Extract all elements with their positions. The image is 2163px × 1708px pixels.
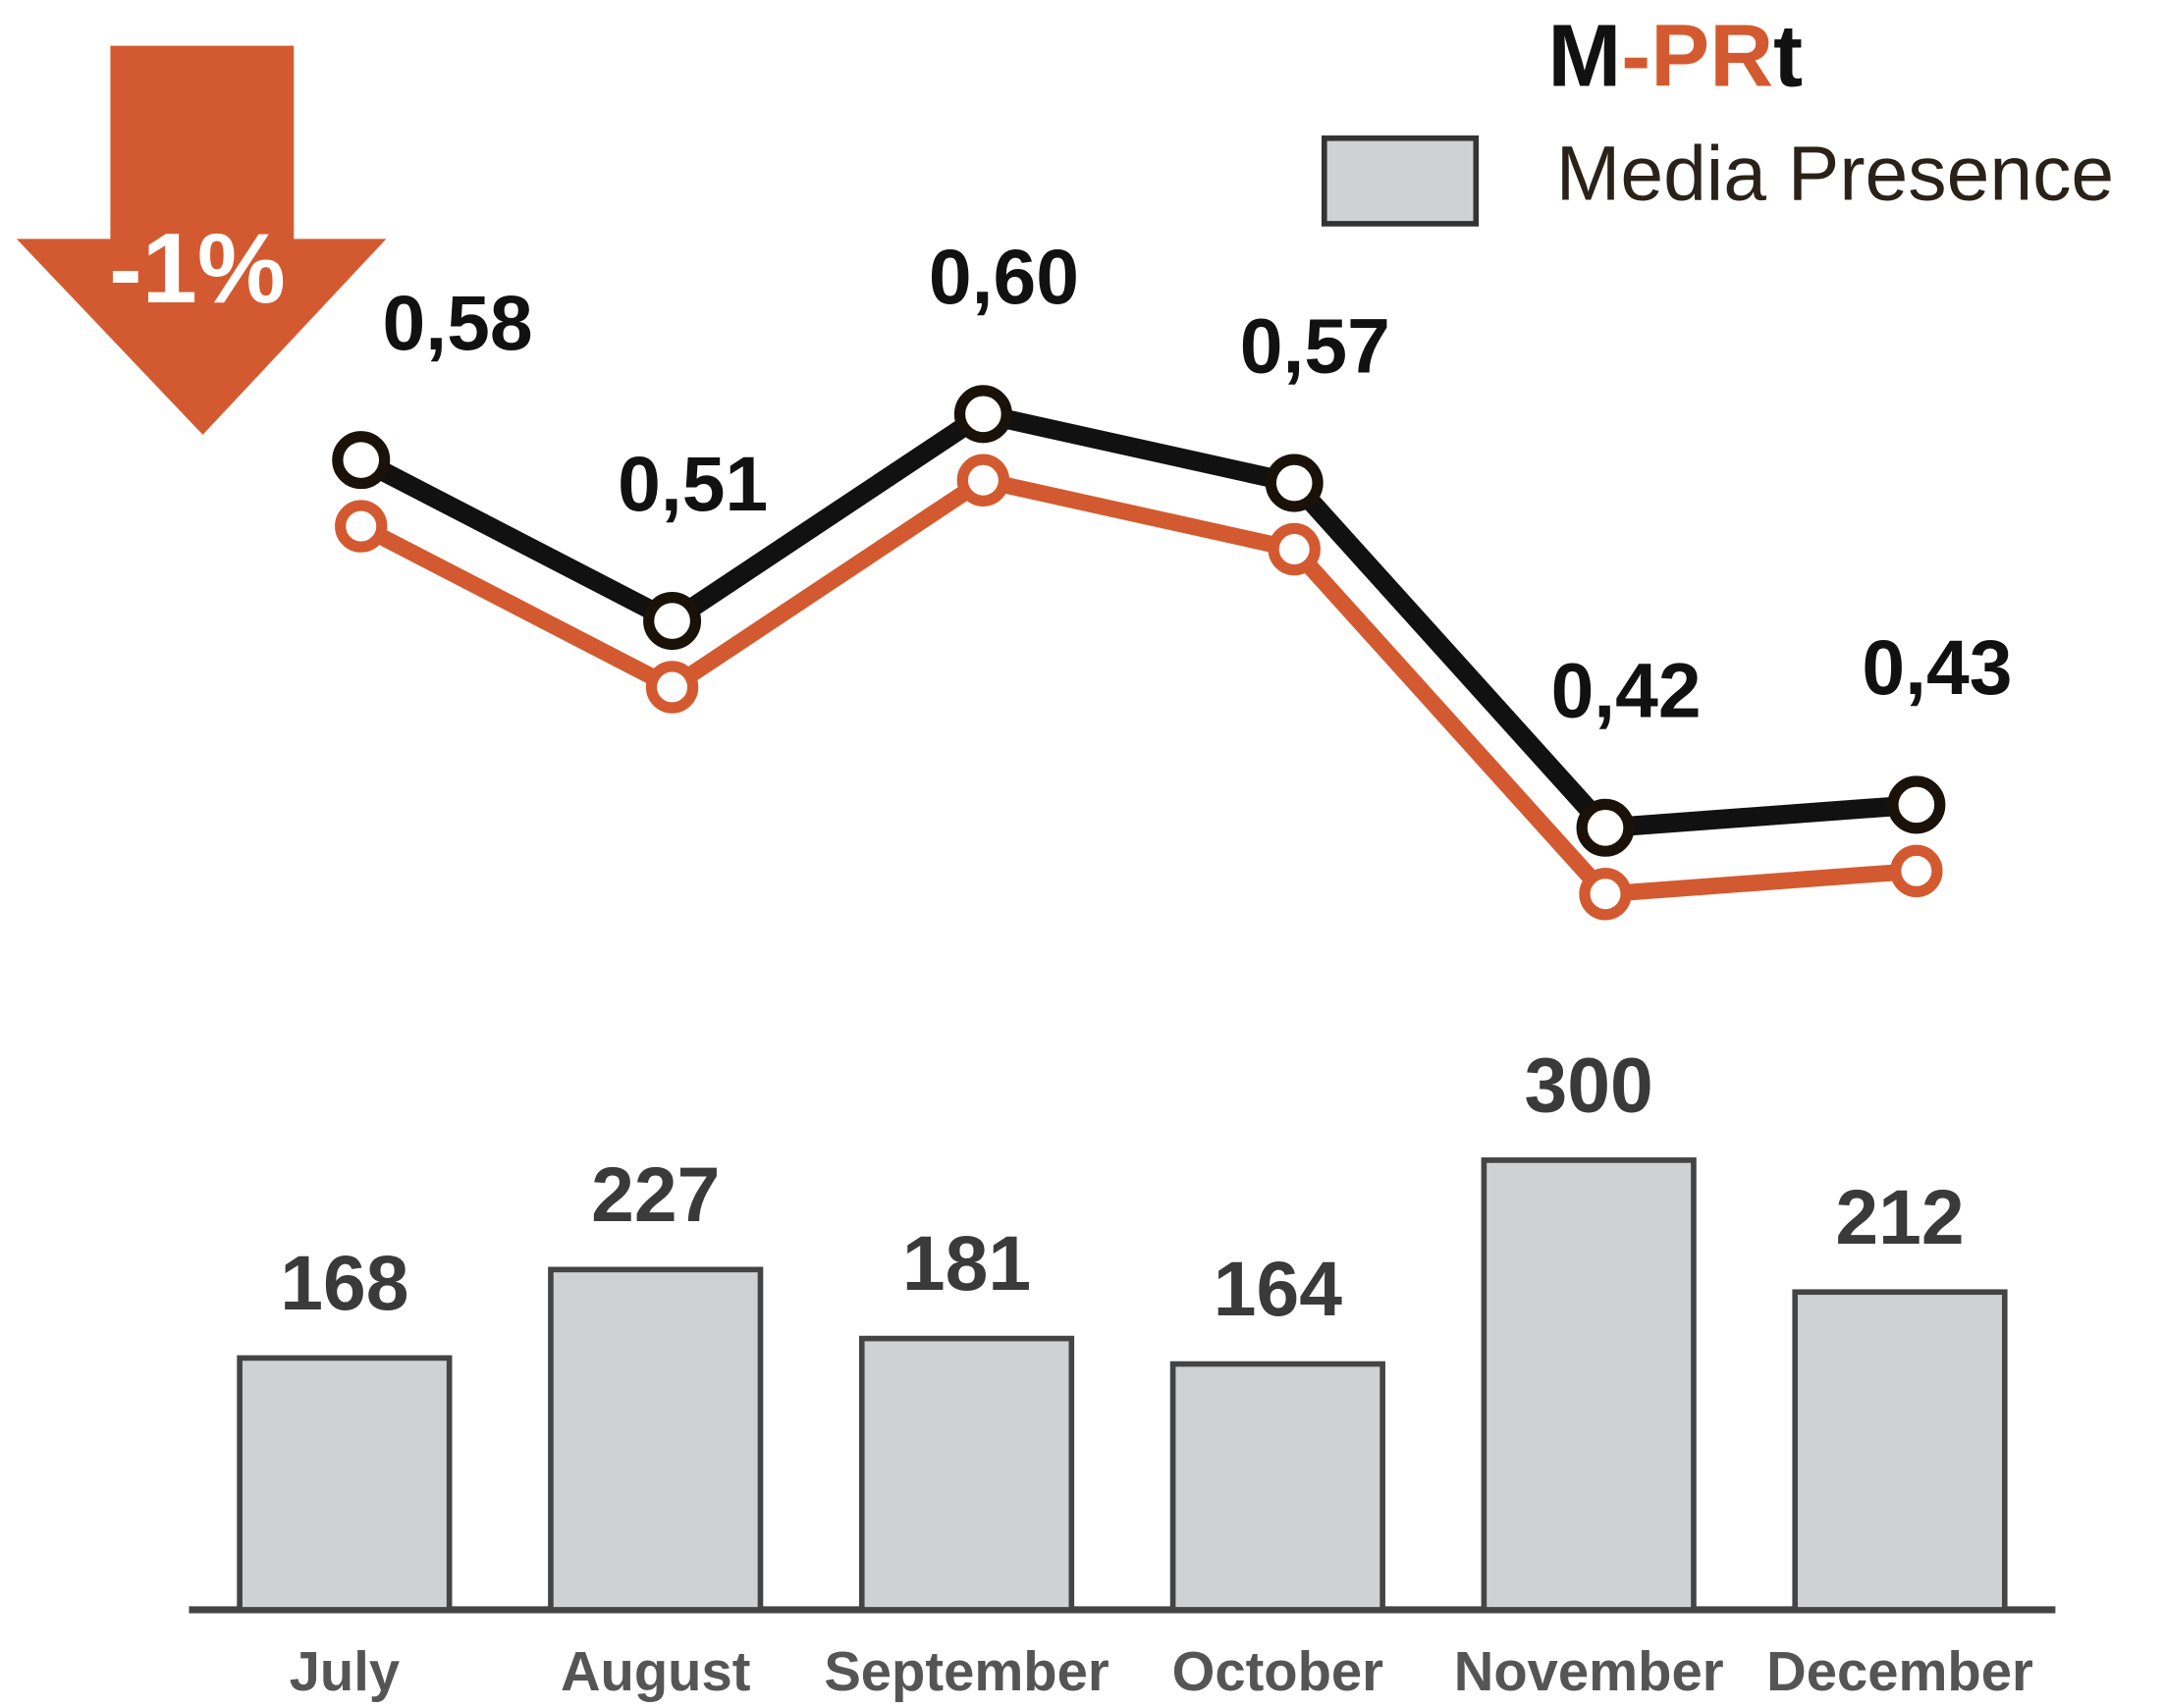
legend-title: M-PRt <box>1547 7 1803 105</box>
line <box>356 403 1918 838</box>
bar <box>858 1335 1075 1613</box>
point <box>1265 454 1324 512</box>
bar <box>548 1266 764 1613</box>
bar <box>1169 1361 1385 1613</box>
bar-label: 227 <box>591 1151 720 1238</box>
legend-swatch <box>1321 135 1480 227</box>
bar-label: 168 <box>280 1240 408 1326</box>
bar-label: 212 <box>1835 1174 1964 1260</box>
shadow-point <box>1890 844 1943 898</box>
legend-title-part: t <box>1773 7 1803 105</box>
point <box>1887 775 1946 834</box>
value-label: 0,60 <box>929 234 1079 320</box>
x-tick-label: November <box>1454 1640 1724 1702</box>
annotation: -1% <box>109 213 286 324</box>
value-label: 0,51 <box>618 441 768 527</box>
bar-label: 181 <box>902 1220 1031 1307</box>
value-label: 0,43 <box>1862 624 2012 711</box>
x-tick-label: September <box>824 1640 1109 1702</box>
x-tick-label: December <box>1766 1640 2033 1702</box>
shadow-point <box>1579 868 1632 921</box>
bar <box>1792 1289 2008 1613</box>
point <box>332 431 391 490</box>
shadow-point <box>645 661 699 714</box>
legend-label: Media Presence <box>1556 131 2114 217</box>
point <box>953 385 1012 444</box>
bar-label: 300 <box>1525 1041 1653 1128</box>
legend-title-part: M <box>1547 7 1621 105</box>
bar-label: 164 <box>1214 1246 1342 1332</box>
x-tick-label: July <box>290 1640 400 1702</box>
shadow-point <box>335 500 388 553</box>
point <box>1576 798 1635 857</box>
legend-title-part: -PR <box>1621 7 1773 105</box>
shadow-point <box>956 454 1010 507</box>
value-label: 0,58 <box>383 280 533 366</box>
shadow-point <box>1268 522 1321 576</box>
x-tick-label: October <box>1172 1640 1384 1702</box>
value-label: 0,42 <box>1551 648 1702 734</box>
x-tick-label: August <box>561 1640 751 1702</box>
bar <box>237 1355 453 1613</box>
point <box>643 592 702 651</box>
shadow-line <box>356 471 1918 903</box>
bar <box>1481 1157 1697 1613</box>
value-label: 0,57 <box>1240 302 1390 389</box>
